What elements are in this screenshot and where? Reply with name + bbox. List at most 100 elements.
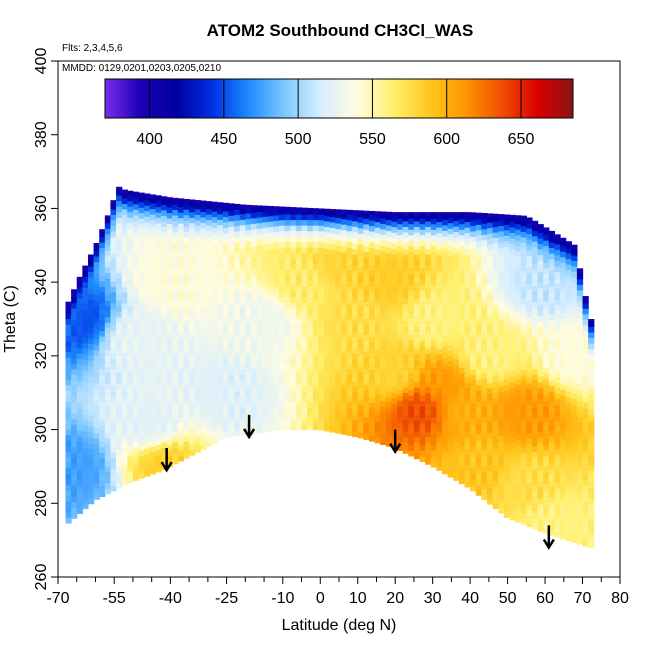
- heatmap-cell: [576, 311, 584, 319]
- heatmap-cell: [228, 303, 235, 310]
- heatmap-cell: [132, 424, 140, 431]
- heatmap-cell: [503, 235, 511, 242]
- heatmap-cell: [71, 507, 78, 514]
- heatmap-cell: [408, 229, 415, 236]
- heatmap-cell: [509, 453, 516, 460]
- heatmap-cell: [509, 214, 516, 217]
- heatmap-cell: [515, 278, 522, 285]
- heatmap-cell: [110, 474, 117, 481]
- heatmap-cell: [346, 385, 353, 392]
- heatmap-cell: [99, 319, 106, 326]
- heatmap-cell: [481, 350, 488, 357]
- heatmap-cell: [543, 339, 550, 346]
- heatmap-cell: [104, 239, 112, 246]
- heatmap-cell: [436, 282, 443, 289]
- heatmap-cell: [149, 368, 157, 375]
- heatmap-cell: [346, 429, 353, 436]
- heatmap-cell: [228, 392, 235, 399]
- heatmap-cell: [543, 461, 550, 468]
- heatmap-cell: [425, 265, 432, 272]
- heatmap-cell: [520, 513, 527, 520]
- heatmap-cell: [498, 380, 505, 387]
- heatmap-cell: [329, 227, 336, 234]
- heatmap-cell: [127, 460, 134, 467]
- heatmap-cell: [565, 407, 572, 414]
- heatmap-cell: [436, 221, 443, 228]
- heatmap-cell: [144, 332, 151, 339]
- heatmap-cell: [363, 356, 370, 363]
- heatmap-cell: [200, 216, 207, 224]
- heatmap-cell: [104, 244, 112, 251]
- colorbar-swatch: [328, 79, 332, 118]
- heatmap-cell: [453, 441, 460, 448]
- heatmap-cell: [346, 241, 353, 248]
- heatmap-cell: [144, 194, 151, 201]
- heatmap-cell: [571, 244, 578, 250]
- heatmap-cell: [138, 339, 145, 346]
- colorbar-swatch: [344, 79, 348, 118]
- heatmap-cell: [239, 204, 246, 209]
- heatmap-cell: [217, 429, 224, 436]
- heatmap-cell: [531, 390, 539, 397]
- heatmap-cell: [121, 424, 128, 431]
- heatmap-cell: [104, 355, 112, 362]
- heatmap-cell: [324, 298, 331, 305]
- heatmap-cell: [402, 375, 409, 382]
- heatmap-cell: [301, 346, 308, 353]
- heatmap-cell: [413, 364, 421, 371]
- heatmap-cell: [380, 234, 387, 241]
- heatmap-cell: [380, 311, 387, 318]
- heatmap-cell: [503, 462, 511, 469]
- heatmap-cell: [172, 380, 179, 387]
- colorbar-swatch: [268, 79, 272, 118]
- heatmap-cell: [121, 363, 128, 370]
- heatmap-cell: [284, 285, 291, 292]
- heatmap-cell: [436, 215, 443, 223]
- heatmap-cell: [312, 390, 319, 397]
- heatmap-cell: [357, 210, 364, 212]
- heatmap-cell: [65, 318, 72, 325]
- heatmap-cell: [312, 280, 319, 287]
- heatmap-cell: [250, 278, 258, 285]
- heatmap-cell: [183, 236, 190, 243]
- heatmap-cell: [543, 328, 550, 335]
- heatmap-cell: [368, 341, 376, 348]
- heatmap-cell: [127, 195, 134, 202]
- heatmap-cell: [239, 257, 246, 265]
- heatmap-cell: [475, 428, 482, 435]
- heatmap-cell: [340, 224, 348, 231]
- heatmap-cell: [132, 247, 140, 255]
- heatmap-cell: [453, 474, 460, 481]
- heatmap-cell: [475, 296, 482, 303]
- heatmap-cell: [543, 295, 550, 302]
- colorbar-swatch: [521, 79, 525, 118]
- heatmap-cell: [391, 270, 398, 277]
- heatmap-cell: [335, 405, 342, 412]
- heatmap-cell: [211, 294, 218, 301]
- heatmap-cell: [340, 268, 348, 275]
- heatmap-cell: [290, 363, 297, 370]
- heatmap-cell: [481, 295, 488, 302]
- heatmap-cell: [560, 533, 567, 540]
- heatmap-cell: [515, 251, 522, 258]
- heatmap-cell: [565, 529, 572, 536]
- heatmap-cell: [262, 277, 269, 284]
- heatmap-cell: [470, 363, 477, 370]
- heatmap-cell: [453, 391, 460, 398]
- colorbar-swatch: [419, 79, 423, 118]
- heatmap-cell: [531, 523, 539, 530]
- heatmap-cell: [284, 274, 291, 281]
- heatmap-cell: [357, 327, 364, 334]
- heatmap-cell: [458, 323, 466, 330]
- heatmap-cell: [503, 373, 511, 380]
- heatmap-cell: [368, 269, 376, 276]
- heatmap-cell: [391, 397, 398, 405]
- heatmap-cell: [234, 231, 241, 238]
- heatmap-cell: [352, 226, 359, 233]
- heatmap-cell: [71, 440, 78, 447]
- heatmap-cell: [554, 310, 561, 317]
- heatmap-cell: [486, 293, 494, 301]
- colorbar-swatch: [185, 79, 189, 118]
- heatmap-cell: [520, 419, 527, 426]
- heatmap-cell: [110, 479, 117, 486]
